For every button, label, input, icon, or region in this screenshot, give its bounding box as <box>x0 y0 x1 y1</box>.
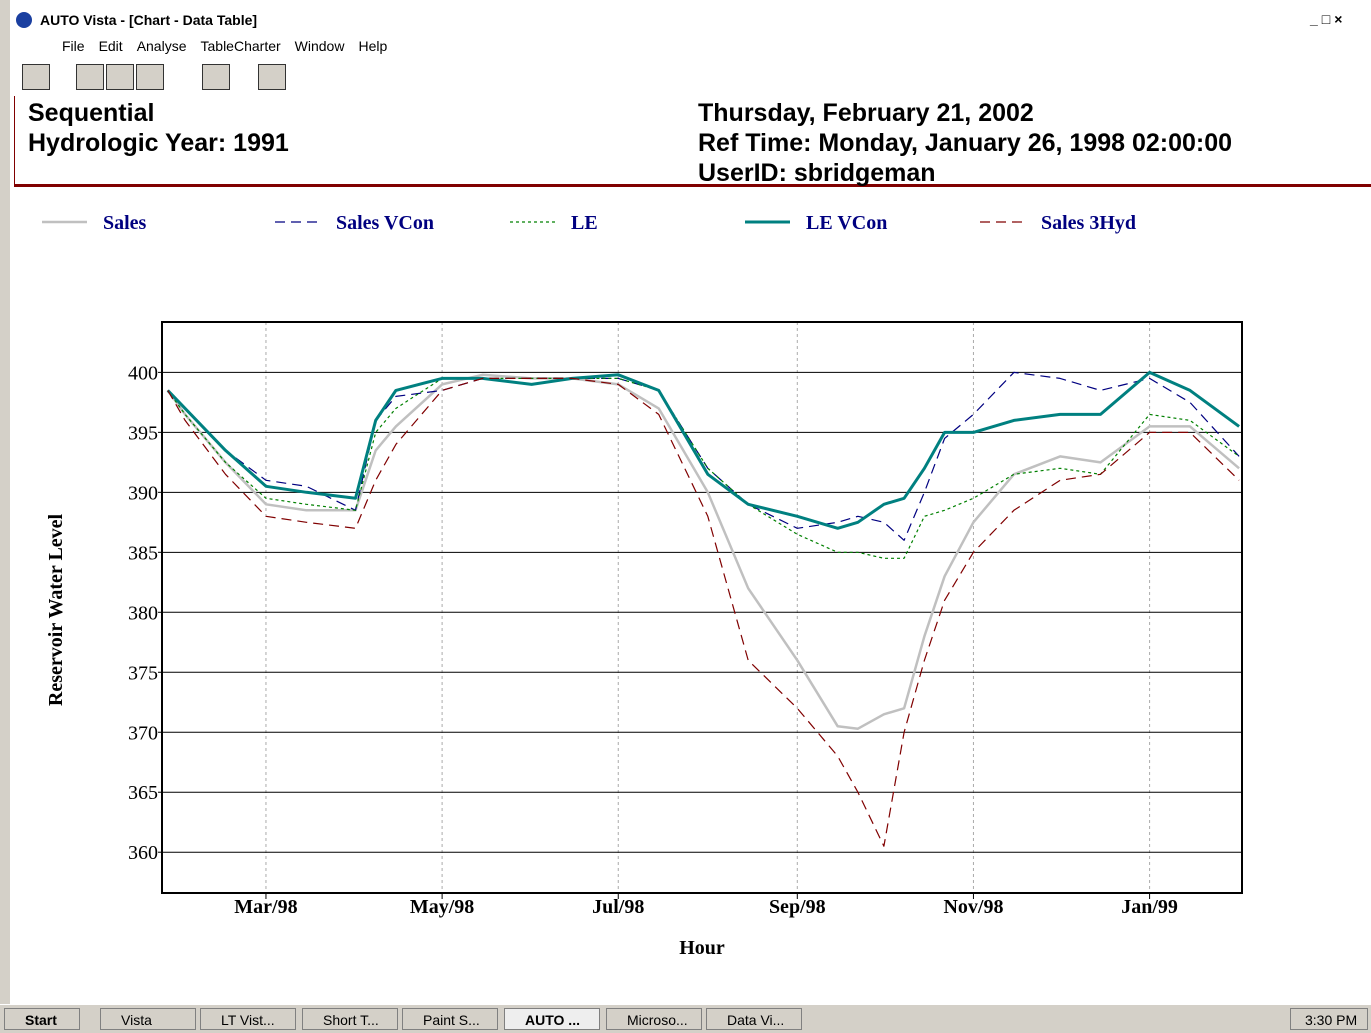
header-line: Ref Time: Monday, January 26, 1998 02:00… <box>698 129 1233 157</box>
header-line: UserID: sbridgeman <box>698 159 936 187</box>
app-icon <box>16 12 32 28</box>
x-tick-label: May/98 <box>410 896 474 918</box>
chart: Mar/98 May/98 Jul/98 Sep/98 Nov/98 Jan/99 360 3… <box>42 212 1243 959</box>
y-axis-label: Reservoir Water Level <box>45 513 67 706</box>
report-header: Sequential Hydrologic Year: 1991 Thursday… <box>14 96 1371 187</box>
y-tick-label: 395 <box>128 422 158 444</box>
x-tick-label: Mar/98 <box>234 896 297 918</box>
menu-item[interactable]: File <box>62 38 85 54</box>
zoom-button[interactable] <box>202 64 230 90</box>
legend-label: LE VCon <box>806 212 887 234</box>
header-line: Thursday, February 21, 2002 <box>698 99 1034 127</box>
task-button[interactable]: Microso... <box>606 1008 702 1030</box>
window-title: AUTO Vista - [Chart - Data Table] <box>40 12 258 28</box>
taskbar: Start Vista LT Vist... Short T... Paint S...… <box>0 1004 1371 1033</box>
series-line <box>167 377 1240 559</box>
x-tick-label: Sep/98 <box>769 896 826 918</box>
menu-bar: File Edit Analyse TableCharter Window Help <box>10 34 1371 58</box>
toolbar <box>10 60 1371 94</box>
header-line: Sequential <box>28 99 155 127</box>
properties-button[interactable] <box>258 64 286 90</box>
x-tick-label: Nov/98 <box>943 896 1003 918</box>
legend-label: Sales <box>103 212 147 234</box>
legend-label: LE <box>571 212 598 234</box>
task-button[interactable]: Short T... <box>302 1008 398 1030</box>
legend-label: Sales VCon <box>336 212 434 234</box>
header-line: Hydrologic Year: 1991 <box>28 129 289 157</box>
y-tick-label: 385 <box>128 542 158 564</box>
y-tick-label: 365 <box>128 782 158 804</box>
menu-item[interactable]: Help <box>358 38 388 54</box>
x-axis-label: Hour <box>679 937 725 959</box>
task-button[interactable]: LT Vist... <box>200 1008 296 1030</box>
cut-button[interactable] <box>76 64 104 90</box>
series-line <box>166 370 1240 530</box>
y-tick-label: 380 <box>128 602 158 624</box>
desktop-edge <box>0 0 10 1004</box>
paste-button[interactable] <box>136 64 164 90</box>
menu-item[interactable]: Window <box>294 38 345 54</box>
plot-frame <box>161 321 1243 894</box>
task-button[interactable]: Data Vi... <box>706 1008 802 1030</box>
header-left: Sequential Hydrologic Year: 1991 <box>28 98 289 158</box>
series-line <box>167 371 1240 541</box>
title-bar: AUTO Vista - [Chart - Data Table] <box>10 8 1371 32</box>
menu-item[interactable]: TableCharter <box>200 38 281 54</box>
menu-item[interactable]: Analyse <box>136 38 187 54</box>
y-tick-label: 370 <box>128 722 158 744</box>
x-tick-label: Jul/98 <box>592 896 644 918</box>
task-button[interactable]: AUTO ... <box>504 1008 600 1030</box>
clock: 3:30 PM <box>1290 1008 1368 1030</box>
task-button[interactable]: Paint S... <box>402 1008 498 1030</box>
print-button[interactable] <box>22 64 50 90</box>
copy-button[interactable] <box>106 64 134 90</box>
task-button[interactable]: Vista <box>100 1008 196 1030</box>
y-tick-label: 375 <box>128 662 158 684</box>
window-controls[interactable]: _□× <box>1310 11 1347 27</box>
start-button[interactable]: Start <box>4 1008 80 1030</box>
y-tick-label: 390 <box>128 482 158 504</box>
y-tick-label: 360 <box>128 842 158 864</box>
header-right: Thursday, February 21, 2002 Ref Time: Mon… <box>698 98 1232 188</box>
x-tick-label: Jan/99 <box>1121 896 1178 918</box>
legend-label: Sales 3Hyd <box>1041 212 1136 234</box>
menu-item[interactable]: Edit <box>98 38 123 54</box>
series-line <box>167 377 1240 847</box>
y-tick-label: 400 <box>128 362 158 384</box>
series-line <box>166 373 1240 730</box>
